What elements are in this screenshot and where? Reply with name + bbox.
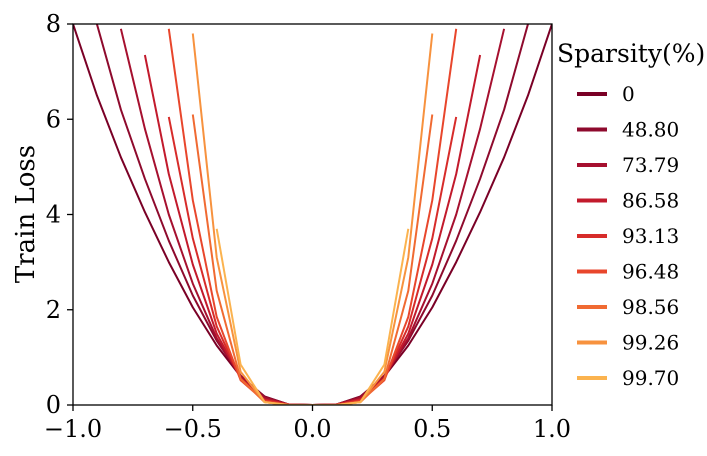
y-axis-label: Train Loss (11, 145, 41, 283)
x-tick-label: −0.5 (164, 415, 222, 443)
y-tick-label: 0 (46, 391, 61, 419)
series-line-4 (167, 116, 458, 405)
legend: Sparsity(%) 0 48.80 73.79 86.58 93.13 96.48 98… (557, 39, 705, 390)
y-axis: 0 2 4 6 8 (46, 10, 73, 419)
series-line-1 (95, 24, 529, 405)
series-line-7 (191, 33, 434, 405)
legend-label: 0 (622, 82, 635, 106)
plot-frame (72, 23, 553, 406)
x-axis: −1.0 −0.5 0.0 0.5 1.0 (44, 405, 571, 443)
y-tick-label: 4 (46, 201, 61, 229)
legend-label: 73.79 (622, 153, 679, 177)
y-tick-label: 8 (46, 10, 61, 38)
x-tick-label: −1.0 (44, 415, 102, 443)
series-line-8 (215, 228, 410, 405)
y-tick-label: 2 (46, 296, 61, 324)
legend-label: 93.13 (622, 224, 679, 248)
x-tick-label: 0.5 (413, 415, 451, 443)
x-tick-label: 1.0 (533, 415, 571, 443)
series-layer (73, 24, 552, 405)
series-line-5 (167, 28, 458, 405)
series-line-0 (73, 24, 552, 405)
series-line-3 (143, 54, 482, 405)
legend-title: Sparsity(%) (557, 39, 705, 68)
series-line-2 (119, 28, 506, 405)
y-tick-label: 6 (46, 105, 61, 133)
legend-label: 99.70 (622, 366, 679, 390)
legend-label: 96.48 (622, 260, 679, 284)
x-tick-label: 0.0 (293, 415, 331, 443)
legend-label: 48.80 (622, 118, 679, 142)
legend-label: 86.58 (622, 189, 679, 213)
legend-label: 98.56 (622, 295, 679, 319)
series-line-6 (191, 114, 434, 405)
legend-label: 99.26 (622, 331, 679, 355)
